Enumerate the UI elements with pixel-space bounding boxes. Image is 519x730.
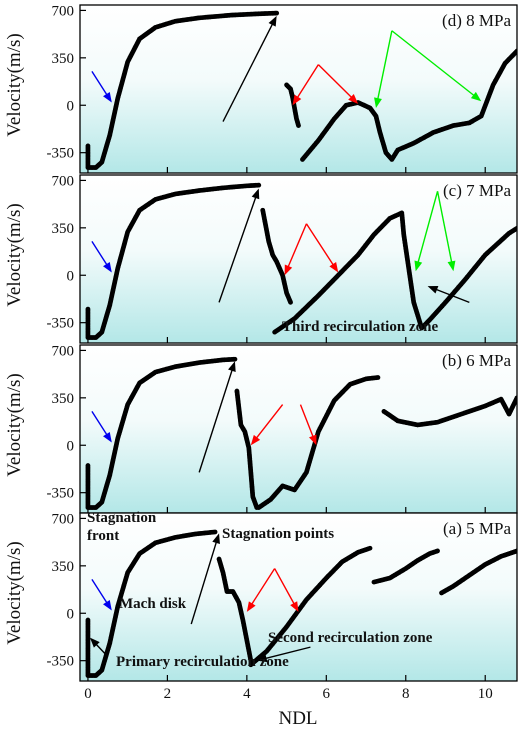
series-curve-0 [85, 10, 280, 170]
series-curve-4 [439, 548, 517, 596]
data-point [375, 375, 381, 380]
arrow-0 [91, 241, 112, 273]
series-curve-1 [260, 207, 293, 305]
arrow-5 [436, 191, 456, 272]
annotation-third-recirculation-zone: Third recirculation zone [282, 319, 438, 335]
data-point [367, 545, 373, 551]
y-axis-label-b: Velocity(m/s) [4, 373, 25, 476]
series-curve-0 [85, 182, 262, 340]
panel-title: (a) 5 MPa [443, 519, 511, 538]
y-tick-label: 700 [52, 343, 75, 359]
series-curve-0 [85, 356, 238, 510]
data-point [256, 182, 262, 188]
data-point [288, 299, 293, 305]
panel-title: (c) 7 MPa [443, 181, 511, 200]
y-tick-label: -350 [47, 146, 75, 162]
series-curve-2 [300, 48, 517, 162]
y-tick-label: 0 [67, 268, 75, 284]
arrow-1 [190, 533, 220, 625]
y-tick-label: -350 [47, 316, 75, 332]
y-tick-label: -350 [47, 654, 75, 670]
plot-area [85, 529, 517, 678]
x-tick-label: 10 [478, 686, 493, 702]
data-point [212, 529, 218, 535]
y-tick-label: 0 [67, 438, 75, 454]
plot-frame [79, 174, 518, 344]
y-axis-label-c: Velocity(m/s) [4, 203, 25, 306]
arrow-0 [91, 579, 112, 611]
plot-area [85, 10, 517, 170]
plot-area [85, 182, 517, 340]
plot-background [80, 5, 517, 173]
annotation-second-recirculation-zone: Second recirculation zone [268, 630, 433, 646]
series-curve-1 [216, 556, 254, 664]
y-tick-label: 0 [67, 606, 75, 622]
series-curve-1 [284, 82, 301, 128]
panels: -350 0 350 700 (d) 8 MPa -350 0 350 700 (c) 7 MPa… [47, 3, 518, 702]
arrow-4 [89, 637, 109, 658]
annotation-stagnation-points: Stagnation points [222, 526, 334, 542]
panel-b: -350 0 350 700 (b) 6 MPa [47, 343, 518, 514]
data-point [232, 356, 238, 362]
plot-area [85, 356, 517, 510]
panel-c: -350 0 350 700 (c) 7 MPa [47, 173, 518, 344]
arrow-2 [250, 404, 284, 446]
arrow-5 [391, 30, 482, 102]
y-tick-label: 700 [52, 511, 75, 527]
plot-frame [79, 512, 518, 682]
annotation-stagnation: Stagnation [87, 510, 157, 526]
arrow-3 [305, 223, 339, 273]
y-tick-label: 0 [67, 98, 75, 114]
arrow-5 [256, 646, 311, 663]
arrow-1 [218, 188, 260, 303]
x-tick-label: 0 [84, 686, 92, 702]
arrow-1 [198, 361, 236, 473]
arrow-0 [91, 411, 112, 443]
data-point [435, 548, 440, 554]
panel-d: -350 0 350 700 (d) 8 MPa [47, 3, 518, 174]
plot-background [80, 513, 517, 681]
y-tick-label: 700 [52, 3, 75, 19]
data-point [274, 10, 280, 16]
arrow-2 [292, 64, 319, 106]
x-axis-label: NDL [278, 708, 317, 729]
arrow-4 [374, 30, 393, 108]
arrow-1 [222, 15, 277, 122]
x-tick-label: 2 [164, 686, 172, 702]
data-point [296, 123, 301, 128]
arrow-3 [274, 568, 299, 612]
x-tick-label: 8 [402, 686, 410, 702]
panel-title: (d) 8 MPa [442, 11, 511, 30]
panel-title: (b) 6 MPa [442, 351, 511, 370]
y-tick-label: 350 [52, 559, 75, 575]
annotation-primary-recirculation-zone: Primary recirculation zone [116, 654, 289, 670]
arrow-2 [246, 568, 276, 612]
plot-frame [79, 4, 518, 174]
panel-a: -350 0 350 700 0 2 4 6 8 10 (a) 5 MPa [47, 511, 518, 702]
y-tick-label: 350 [52, 221, 75, 237]
arrow-2 [284, 223, 308, 276]
y-tick-label: 350 [52, 391, 75, 407]
arrow-6 [427, 286, 470, 304]
arrow-3 [299, 404, 317, 446]
arrow-0 [91, 71, 112, 103]
y-tick-label: 350 [52, 51, 75, 67]
y-tick-label: -350 [47, 486, 75, 502]
x-tick-label: 4 [243, 686, 251, 702]
series-curve-0 [85, 529, 218, 678]
arrow-4 [414, 191, 439, 272]
y-axis-label-d: Velocity(m/s) [4, 33, 25, 136]
y-axis-label-a: Velocity(m/s) [4, 541, 25, 644]
annotation-front: front [87, 528, 119, 544]
series-curve-1 [234, 388, 260, 510]
annotation-mach-disk: Mach disk [119, 596, 187, 612]
y-tick-label: 700 [52, 173, 75, 189]
series-curve-3 [381, 395, 517, 428]
x-tick-label: 6 [323, 686, 331, 702]
arrow-3 [317, 64, 359, 104]
series-curve-2 [272, 210, 517, 335]
series-curve-3 [371, 548, 440, 585]
